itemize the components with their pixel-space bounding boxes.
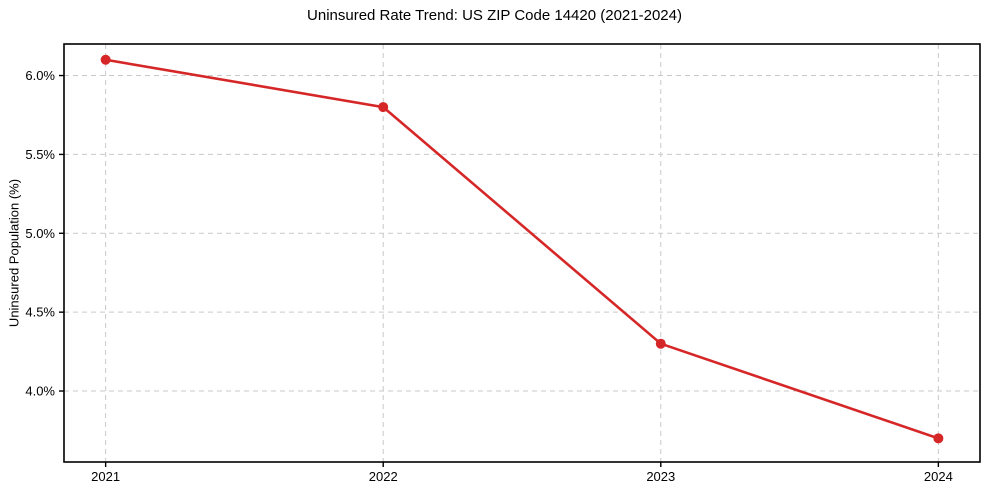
trend-line bbox=[104, 58, 940, 440]
x-tick-label: 2024 bbox=[924, 469, 953, 484]
chart-title: Uninsured Rate Trend: US ZIP Code 14420 … bbox=[307, 7, 682, 24]
data-point-2021 bbox=[100, 54, 111, 65]
x-tick-label: 2022 bbox=[369, 469, 398, 484]
data-point-2024 bbox=[933, 433, 944, 444]
plot-background bbox=[64, 44, 980, 462]
y-tick-label: 6.0% bbox=[25, 68, 55, 83]
y-tick-label: 4.0% bbox=[25, 384, 55, 399]
x-tick-label: 2021 bbox=[91, 469, 120, 484]
data-point-2022 bbox=[378, 102, 389, 113]
y-tick-label: 4.5% bbox=[25, 305, 55, 320]
x-tick-label: 2023 bbox=[646, 469, 675, 484]
y-tick-label: 5.5% bbox=[25, 147, 55, 162]
data-point-2023 bbox=[655, 338, 666, 349]
y-tick-label: 5.0% bbox=[25, 226, 55, 241]
plot-border bbox=[63, 43, 981, 463]
